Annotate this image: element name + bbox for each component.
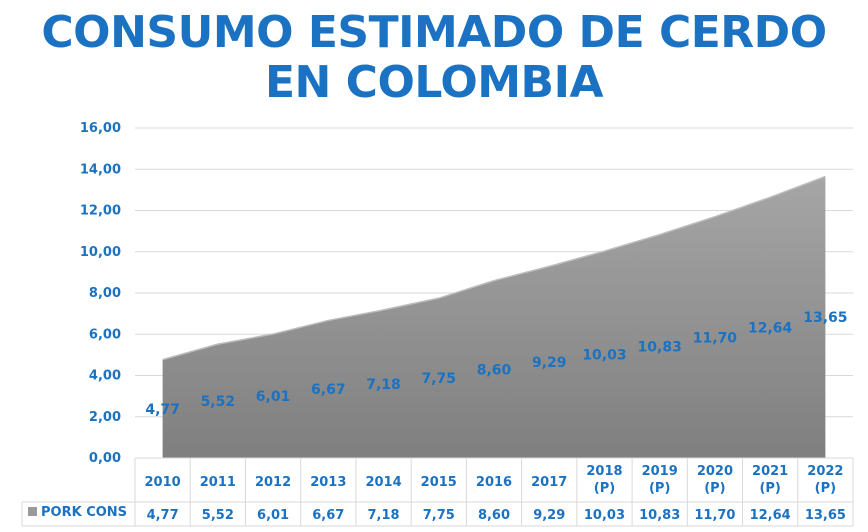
table-value-cell: 4,77 — [147, 508, 179, 523]
x-tick-label: 2021 — [752, 464, 788, 479]
table-value-cell: 5,52 — [202, 508, 234, 523]
table-value-cell: 9,29 — [533, 508, 565, 523]
x-tick-label: 2010 — [145, 475, 181, 490]
x-tick-label: 2012 — [255, 475, 291, 490]
data-label: 5,52 — [201, 394, 236, 410]
chart-title-line-2: EN COLOMBIA — [264, 57, 604, 108]
x-tick-label: 2016 — [476, 475, 512, 490]
table-value-cell: 7,75 — [423, 508, 455, 523]
y-tick-label: 10,00 — [80, 245, 121, 260]
y-tick-label: 4,00 — [89, 369, 121, 384]
table-value-cell: 12,64 — [750, 508, 791, 523]
x-tick-label: (P) — [704, 481, 725, 496]
data-label: 8,60 — [477, 362, 512, 378]
area-series-edge — [162, 175, 826, 361]
x-tick-label: (P) — [759, 481, 780, 496]
data-label: 6,01 — [256, 389, 291, 405]
table-value-cell: 7,18 — [367, 508, 399, 523]
table-value-cell: 10,83 — [639, 508, 680, 523]
legend-swatch — [28, 507, 37, 516]
table-value-cell: 6,67 — [312, 508, 344, 523]
x-tick-label: 2013 — [310, 475, 346, 490]
table-value-cell: 6,01 — [257, 508, 289, 523]
y-tick-label: 12,00 — [80, 204, 121, 219]
data-label: 11,70 — [693, 330, 738, 346]
area-series-pork-cons — [162, 176, 826, 458]
table-value-cell: 8,60 — [478, 508, 510, 523]
data-label: 7,75 — [421, 371, 456, 387]
y-tick-label: 14,00 — [80, 162, 121, 177]
y-tick-label: 0,00 — [89, 451, 121, 466]
data-label: 13,65 — [803, 310, 847, 326]
x-tick-label: (P) — [649, 481, 670, 496]
legend-label: PORK CONS — [41, 505, 127, 520]
y-tick-label: 16,00 — [80, 121, 121, 136]
x-tick-label: 2011 — [200, 475, 236, 490]
y-tick-label: 2,00 — [89, 410, 121, 425]
x-tick-label: 2022 — [807, 464, 843, 479]
y-tick-label: 6,00 — [89, 327, 121, 342]
y-tick-label: 8,00 — [89, 286, 121, 301]
x-tick-label: 2017 — [531, 475, 567, 490]
table-value-cell: 13,65 — [805, 508, 846, 523]
x-tick-label: 2015 — [421, 475, 457, 490]
data-label: 9,29 — [532, 355, 567, 371]
x-tick-label: (P) — [815, 481, 836, 496]
data-label: 7,18 — [366, 377, 401, 393]
x-tick-label: 2020 — [697, 464, 733, 479]
x-tick-label: 2018 — [586, 464, 622, 479]
data-label: 6,67 — [311, 382, 346, 398]
x-tick-label: 2014 — [365, 475, 401, 490]
x-tick-label: 2019 — [642, 464, 678, 479]
data-label: 10,83 — [638, 339, 682, 355]
x-tick-label: (P) — [594, 481, 615, 496]
table-value-cell: 11,70 — [694, 508, 735, 523]
chart-title: CONSUMO ESTIMADO DE CERDO EN COLOMBIA — [0, 8, 868, 108]
data-label: 12,64 — [748, 321, 793, 337]
table-value-cell: 10,03 — [584, 508, 625, 523]
data-label: 10,03 — [582, 348, 626, 364]
chart-title-line-1: CONSUMO ESTIMADO DE CERDO — [41, 7, 827, 58]
data-label: 4,77 — [145, 402, 180, 418]
